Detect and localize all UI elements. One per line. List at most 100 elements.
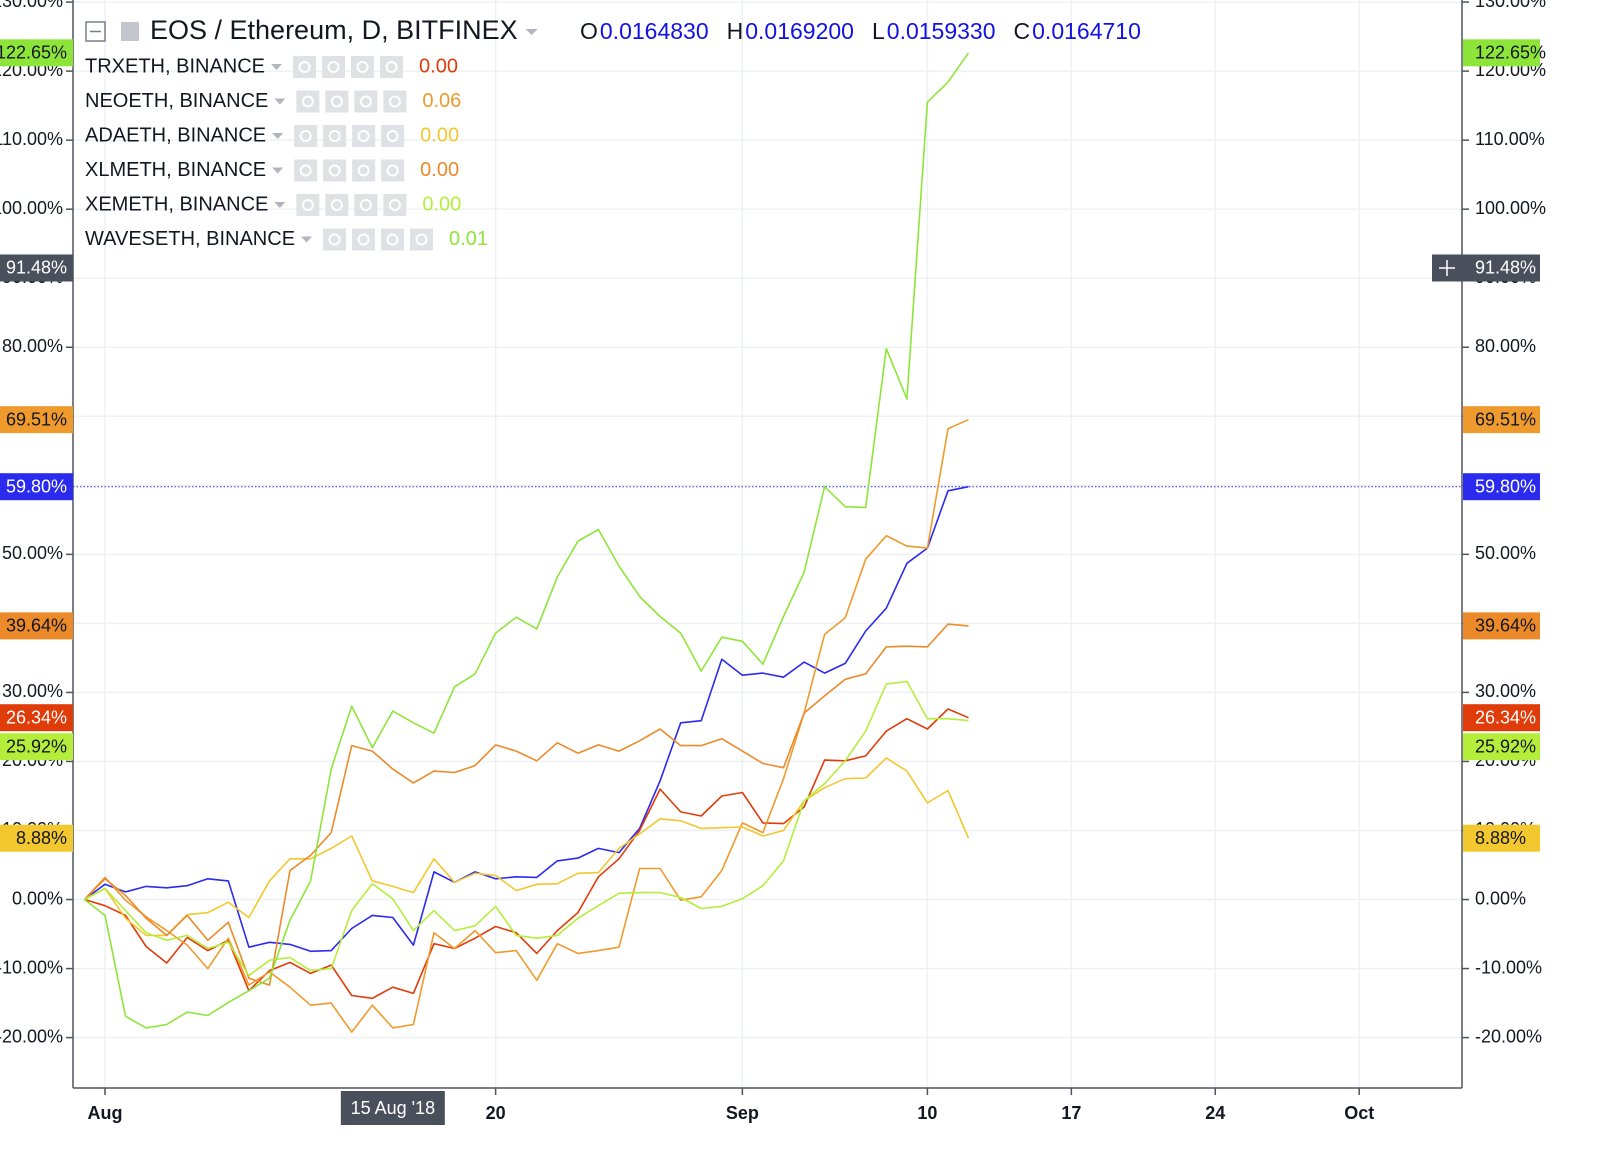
remove-button[interactable] <box>381 125 405 147</box>
price-label: 59.80% <box>1475 476 1536 496</box>
dropdown-arrow[interactable] <box>274 98 286 105</box>
add-button[interactable] <box>352 125 376 147</box>
remove-button[interactable] <box>380 56 404 78</box>
x-tick-label: Sep <box>726 1103 759 1123</box>
remove-glyph <box>415 233 428 246</box>
remove-glyph <box>388 95 401 108</box>
crosshair-y-label: 91.48% <box>1475 258 1536 278</box>
price-label: 69.51% <box>6 409 67 429</box>
price-label-box <box>0 473 73 501</box>
price-label-box <box>1463 39 1540 67</box>
price-label: 25.92% <box>1475 736 1536 756</box>
remove-button[interactable] <box>383 194 407 216</box>
eye-glyph <box>301 95 314 108</box>
legend-name: XEMETH, BINANCE <box>85 193 268 215</box>
eye-glyph <box>301 199 314 211</box>
crosshair-y-label-box <box>0 254 73 282</box>
right-axis-bg <box>1462 0 1600 1152</box>
add-button[interactable] <box>351 56 375 78</box>
remove-glyph <box>386 130 399 142</box>
eye-glyph <box>328 233 341 246</box>
remove-button[interactable] <box>410 228 434 251</box>
dropdown-arrow[interactable] <box>274 202 286 208</box>
ohlc-value: 0.0169200 <box>745 18 854 44</box>
dropdown-arrow[interactable] <box>271 64 283 70</box>
series-line <box>84 757 970 937</box>
price-label-box <box>1463 733 1540 761</box>
settings-button[interactable] <box>323 159 347 182</box>
ohlc-label: O <box>580 18 598 44</box>
flag-icon[interactable] <box>121 22 139 41</box>
eye-glyph <box>298 61 311 73</box>
ohlc-label: C <box>1014 18 1031 44</box>
price-label-box <box>1463 406 1540 434</box>
remove-glyph <box>385 61 398 73</box>
y-tick-label: 110.00% <box>0 129 63 149</box>
eye-button[interactable] <box>293 56 317 78</box>
grid <box>73 0 1462 1088</box>
eye-button[interactable] <box>294 159 318 182</box>
add-button[interactable] <box>381 228 405 251</box>
price-label-box <box>0 612 73 640</box>
x-tick-label: Aug <box>87 1103 122 1123</box>
plot-lines <box>73 52 1462 1033</box>
add-glyph <box>359 95 372 108</box>
legend-value: 0.06 <box>422 90 461 112</box>
price-label: 39.64% <box>1475 616 1536 636</box>
eye-glyph <box>299 130 312 142</box>
price-label-box <box>1463 824 1540 852</box>
add-button[interactable] <box>352 159 376 182</box>
legend-name: TRXETH, BINANCE <box>85 55 265 77</box>
y-tick-label: -10.00% <box>0 957 63 977</box>
legend-value: 0.00 <box>419 55 458 77</box>
price-label: 26.34% <box>1475 707 1536 727</box>
dropdown-arrow[interactable] <box>272 133 284 139</box>
price-label-box <box>0 39 73 67</box>
crosshair-add-glyph <box>1439 259 1455 276</box>
settings-button[interactable] <box>322 56 346 78</box>
series-line <box>84 680 969 977</box>
ohlc-value: 0.0164710 <box>1032 18 1141 44</box>
chart-title: EOS / Ethereum, D, BITFINEX <box>150 15 518 45</box>
eye-button[interactable] <box>323 228 347 251</box>
dropdown-arrow[interactable] <box>525 29 538 35</box>
legend-name: WAVESETH, BINANCE <box>85 228 295 250</box>
price-label: 122.65% <box>0 43 67 63</box>
y-tick-label: 80.00% <box>2 336 63 356</box>
y-tick-label: -20.00% <box>1475 1026 1542 1046</box>
dropdown-arrow[interactable] <box>301 236 313 243</box>
series-line <box>83 623 969 986</box>
settings-button[interactable] <box>325 90 349 113</box>
x-tick-label: 17 <box>1061 1103 1081 1123</box>
remove-button[interactable] <box>383 90 407 113</box>
ohlc-label: L <box>872 18 885 44</box>
remove-button[interactable] <box>381 159 405 182</box>
legend-value: 0.00 <box>422 193 461 215</box>
settings-button[interactable] <box>352 228 376 251</box>
settings-button[interactable] <box>325 194 349 216</box>
settings-glyph <box>328 164 341 177</box>
y-tick-label: -10.00% <box>1475 957 1542 977</box>
y-tick-label: 80.00% <box>1475 336 1536 356</box>
eye-button[interactable] <box>296 194 320 216</box>
series-line <box>83 418 969 1033</box>
remove-glyph <box>388 199 401 211</box>
collapse-icon[interactable] <box>85 21 106 42</box>
price-label: 26.34% <box>6 707 67 727</box>
eye-button[interactable] <box>296 90 320 113</box>
add-button[interactable] <box>354 90 378 113</box>
settings-glyph <box>328 130 341 142</box>
dropdown-arrow[interactable] <box>272 167 284 174</box>
settings-button[interactable] <box>323 125 347 147</box>
series-line <box>83 485 969 953</box>
y-tick-label: 30.00% <box>2 681 63 701</box>
add-glyph <box>359 199 372 211</box>
price-label-box <box>1463 612 1540 640</box>
price-label-box <box>0 406 73 434</box>
add-button[interactable] <box>354 194 378 216</box>
eye-button[interactable] <box>294 125 318 147</box>
settings-glyph <box>330 199 343 211</box>
x-tick-label: 10 <box>917 1103 937 1123</box>
